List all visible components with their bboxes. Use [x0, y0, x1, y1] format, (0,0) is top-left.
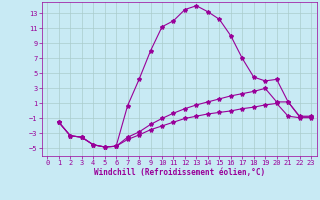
X-axis label: Windchill (Refroidissement éolien,°C): Windchill (Refroidissement éolien,°C): [94, 168, 265, 177]
